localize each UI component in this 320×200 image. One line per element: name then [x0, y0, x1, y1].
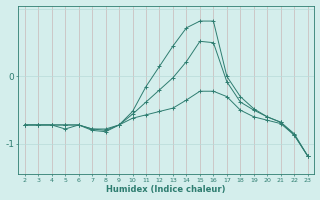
X-axis label: Humidex (Indice chaleur): Humidex (Indice chaleur) — [107, 185, 226, 194]
